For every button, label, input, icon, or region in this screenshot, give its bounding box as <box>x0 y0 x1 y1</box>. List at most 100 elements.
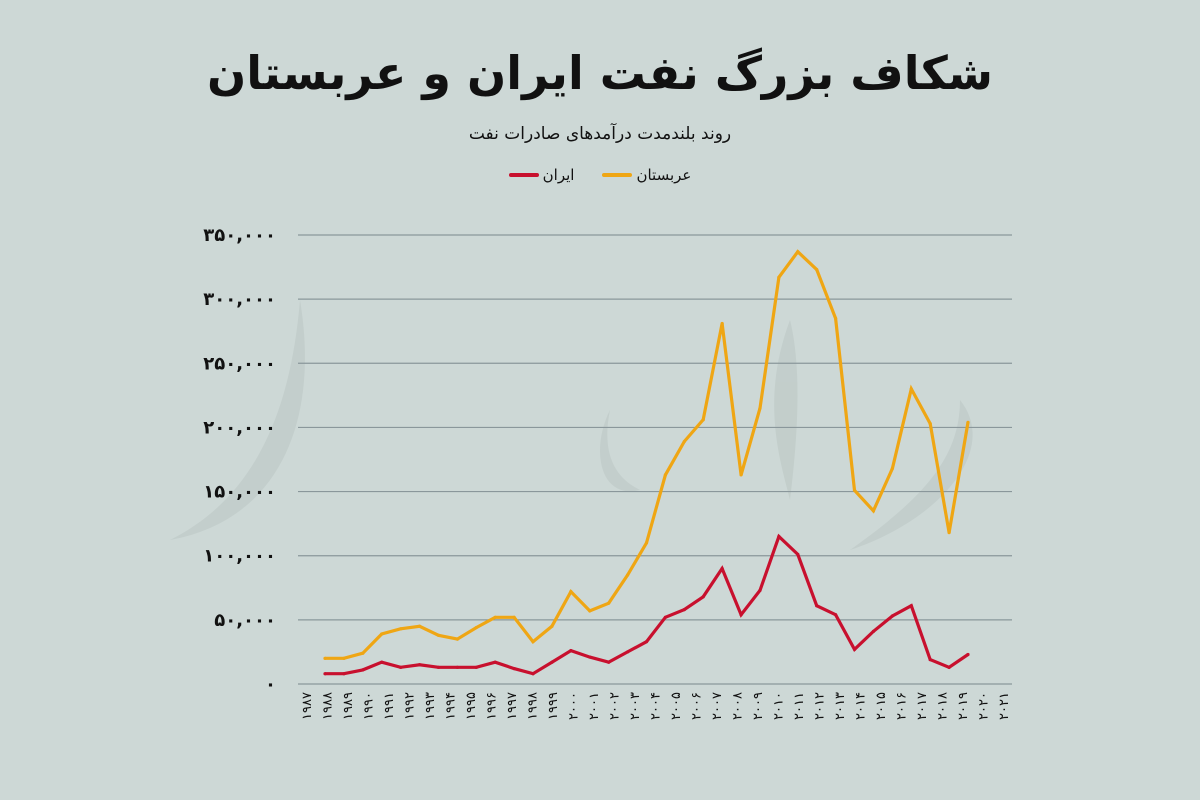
legend-swatch-saudi <box>602 173 633 177</box>
data-point <box>909 604 913 608</box>
data-point <box>399 627 403 631</box>
x-tick-label: ۲۰۰۳ <box>628 692 643 720</box>
data-point <box>815 268 819 272</box>
data-point <box>739 473 743 477</box>
data-point <box>550 624 554 628</box>
data-point <box>512 615 516 619</box>
data-point <box>644 640 649 644</box>
x-tick-label: ۲۰۰۷ <box>710 692 725 720</box>
x-tick-label: ۱۹۹۱ <box>382 692 397 720</box>
data-point <box>834 316 838 320</box>
legend-item-iran: ایران <box>508 166 575 184</box>
data-point <box>493 660 497 664</box>
x-tick-label: ۲۰۰۶ <box>690 692 705 720</box>
watermark <box>170 300 973 550</box>
data-point <box>701 595 705 599</box>
data-point <box>682 607 686 612</box>
data-point <box>436 665 441 669</box>
data-point <box>569 649 573 653</box>
legend: عربستان ایران <box>0 166 1200 184</box>
x-tick-label: ۲۰۰۴ <box>649 692 664 720</box>
x-tick-label: ۲۰۰۱ <box>587 692 602 720</box>
y-tick-label: ۳۵۰,۰۰۰ <box>203 225 276 246</box>
data-point <box>399 665 403 669</box>
data-point <box>815 604 819 608</box>
data-point <box>361 668 365 672</box>
data-point <box>928 421 932 426</box>
y-tick-label: ۵۰,۰۰۰ <box>214 610 276 631</box>
series-line-saudi <box>325 249 970 660</box>
x-tick-label: ۲۰۱۳ <box>833 692 848 720</box>
data-point <box>361 651 365 655</box>
data-point <box>796 552 800 557</box>
data-point <box>455 665 459 669</box>
x-tick-label: ۱۹۸۸ <box>321 692 336 720</box>
data-point <box>758 406 762 410</box>
data-point <box>474 625 478 630</box>
data-point <box>417 624 422 628</box>
data-point <box>493 615 497 619</box>
x-tick-label: ۱۹۹۸ <box>526 692 541 720</box>
data-point <box>342 656 346 660</box>
data-point <box>871 629 876 634</box>
data-point <box>871 509 876 513</box>
x-tick-label: ۲۰۰۸ <box>731 692 746 720</box>
data-point <box>588 655 592 659</box>
data-point <box>909 387 913 391</box>
data-point <box>966 652 970 657</box>
data-point <box>739 613 743 617</box>
y-tick-label: ۲۵۰,۰۰۰ <box>203 353 276 374</box>
y-tick-label: ۱۵۰,۰۰۰ <box>203 482 276 503</box>
chart-subtitle: روند بلندمدت درآمدهای صادرات نفت <box>468 124 732 144</box>
data-point <box>758 588 762 592</box>
data-point <box>417 663 422 667</box>
x-tick-label: ۱۹۸۷ <box>300 692 315 720</box>
data-point <box>607 660 611 664</box>
data-point <box>380 632 384 636</box>
x-tick-label: ۱۹۹۷ <box>505 692 520 720</box>
data-point <box>682 439 686 444</box>
data-point <box>663 615 668 619</box>
data-point <box>380 660 384 664</box>
x-tick-label: ۱۹۸۹ <box>341 692 356 720</box>
x-tick-label: ۲۰۱۶ <box>895 692 910 720</box>
data-point <box>455 637 459 641</box>
legend-label-iran: ایران <box>542 166 575 184</box>
data-point <box>852 488 857 492</box>
x-tick-label: ۲۰۱۵ <box>874 692 889 720</box>
legend-swatch-iran <box>508 173 539 177</box>
x-tick-label: ۲۰۱۲ <box>813 692 828 720</box>
x-tick-label: ۱۹۹۳ <box>423 692 438 720</box>
data-point <box>777 275 781 279</box>
data-point <box>569 590 573 594</box>
x-tick-label: ۱۹۹۰ <box>362 692 377 720</box>
data-point <box>720 566 724 571</box>
legend-item-saudi: عربستان <box>602 166 691 184</box>
data-point <box>834 613 838 617</box>
x-tick-label: ۱۹۹۶ <box>485 692 500 720</box>
data-point <box>701 418 705 422</box>
data-point <box>890 466 894 471</box>
data-point <box>928 658 932 662</box>
x-tick-label: ۲۰۱۴ <box>854 692 869 720</box>
data-point <box>852 647 857 651</box>
data-point <box>531 672 535 676</box>
data-point <box>947 665 951 669</box>
data-point <box>342 672 346 676</box>
x-tick-label: ۲۰۰۰ <box>567 692 582 720</box>
y-tick-label: ۰ <box>265 674 276 695</box>
x-tick-label: ۲۰۰۵ <box>669 692 684 720</box>
data-point <box>323 656 327 660</box>
legend-label-saudi: عربستان <box>636 166 692 184</box>
data-point <box>947 531 951 535</box>
data-point <box>436 633 441 637</box>
x-tick-label: ۱۹۹۴ <box>444 692 459 720</box>
data-point <box>512 667 516 671</box>
x-tick-label: ۱۹۹۹ <box>546 692 561 720</box>
y-tick-label: ۲۰۰,۰۰۰ <box>203 417 276 438</box>
data-point <box>550 660 554 664</box>
data-point <box>625 650 630 654</box>
data-point <box>777 534 781 539</box>
data-point <box>720 321 724 326</box>
